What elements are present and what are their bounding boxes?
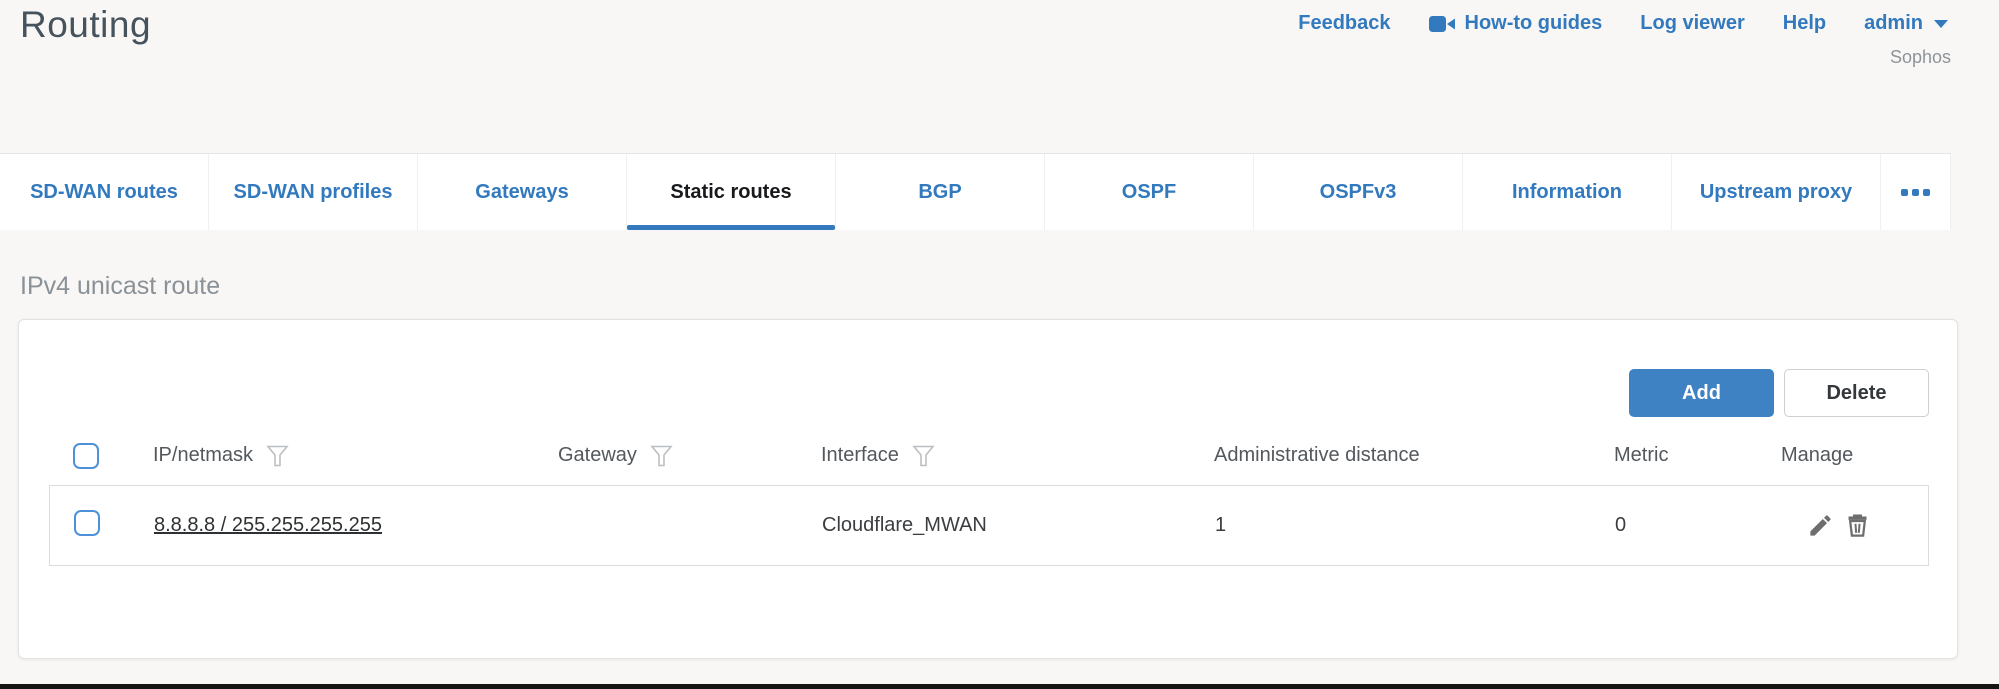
- howto-guides-link[interactable]: How-to guides: [1428, 12, 1603, 35]
- trash-icon[interactable]: [1844, 512, 1871, 539]
- help-link[interactable]: Help: [1783, 12, 1826, 35]
- filter-icon[interactable]: [650, 444, 673, 468]
- delete-button[interactable]: Delete: [1784, 369, 1929, 417]
- column-label: Administrative distance: [1214, 444, 1420, 466]
- tab-sd-wan-routes[interactable]: SD-WAN routes: [0, 154, 209, 230]
- header-links: Feedback How-to guides Log viewer Help a…: [1298, 12, 1948, 35]
- tab-more[interactable]: [1881, 154, 1951, 230]
- main-content: IPv4 unicast route Add Delete IP/netmask…: [0, 230, 1999, 659]
- column-metric: Metric: [1614, 444, 1781, 467]
- log-viewer-link[interactable]: Log viewer: [1640, 12, 1744, 35]
- routes-card: Add Delete IP/netmask Gateway Interface: [18, 319, 1958, 659]
- route-link[interactable]: 8.8.8.8 / 255.255.255.255: [154, 514, 382, 536]
- cell-ip-netmask: 8.8.8.8 / 255.255.255.255: [154, 514, 559, 537]
- column-gateway: Gateway: [558, 444, 821, 468]
- filter-icon[interactable]: [912, 444, 935, 468]
- select-all-checkbox[interactable]: [73, 442, 99, 469]
- brand-label: Sophos: [1889, 47, 1951, 67]
- page-title: Routing: [20, 4, 152, 45]
- admin-label: admin: [1864, 12, 1923, 34]
- cell-admin-distance: 1: [1215, 514, 1227, 536]
- tab-information[interactable]: Information: [1463, 154, 1672, 230]
- cell-metric: 0: [1615, 514, 1627, 536]
- column-admin-distance: Administrative distance: [1214, 444, 1614, 467]
- tab-gateways[interactable]: Gateways: [418, 154, 627, 230]
- tab-static-routes[interactable]: Static routes: [627, 154, 836, 230]
- column-label: Metric: [1614, 444, 1669, 466]
- column-label: Gateway: [558, 444, 637, 466]
- column-label: IP/netmask: [153, 444, 254, 466]
- cell-interface: Cloudflare_MWAN: [822, 514, 987, 536]
- tab-upstream-proxy[interactable]: Upstream proxy: [1672, 154, 1881, 230]
- column-label: Manage: [1781, 444, 1854, 466]
- help-label: Help: [1782, 12, 1827, 34]
- add-button[interactable]: Add: [1629, 369, 1774, 417]
- tab-bar: SD-WAN routes SD-WAN profiles Gateways S…: [0, 153, 1951, 230]
- table-header: IP/netmask Gateway Interface Administrat…: [49, 433, 1929, 478]
- caret-down-icon: [1934, 19, 1948, 28]
- edit-icon[interactable]: [1807, 512, 1834, 539]
- ellipsis-icon: [1901, 188, 1930, 196]
- row-checkbox-cell: [50, 509, 154, 542]
- filter-icon[interactable]: [266, 444, 289, 468]
- column-manage: Manage: [1781, 444, 1929, 467]
- column-label: Interface: [821, 444, 899, 466]
- feedback-label: Feedback: [1298, 12, 1391, 34]
- tab-sd-wan-profiles[interactable]: SD-WAN profiles: [209, 154, 418, 230]
- column-ip-netmask: IP/netmask: [153, 444, 558, 468]
- window-edge: [0, 684, 1999, 689]
- feedback-link[interactable]: Feedback: [1298, 12, 1390, 35]
- cell-manage: [1807, 512, 1928, 539]
- table-toolbar: Add Delete: [1629, 369, 1929, 417]
- log-viewer-label: Log viewer: [1640, 12, 1745, 34]
- video-camera-icon: [1428, 15, 1456, 33]
- howto-guides-label: How-to guides: [1464, 12, 1603, 34]
- table-row: 8.8.8.8 / 255.255.255.255 Cloudflare_MWA…: [49, 485, 1929, 566]
- admin-menu[interactable]: admin: [1864, 12, 1948, 35]
- header-checkbox-cell: [49, 442, 153, 469]
- top-header: Routing Feedback How-to guides Log viewe…: [0, 0, 1999, 153]
- tab-ospfv3[interactable]: OSPFv3: [1254, 154, 1463, 230]
- section-title: IPv4 unicast route: [20, 272, 221, 300]
- tab-bgp[interactable]: BGP: [836, 154, 1045, 230]
- row-checkbox[interactable]: [74, 509, 100, 536]
- tab-ospf[interactable]: OSPF: [1045, 154, 1254, 230]
- column-interface: Interface: [821, 444, 1214, 468]
